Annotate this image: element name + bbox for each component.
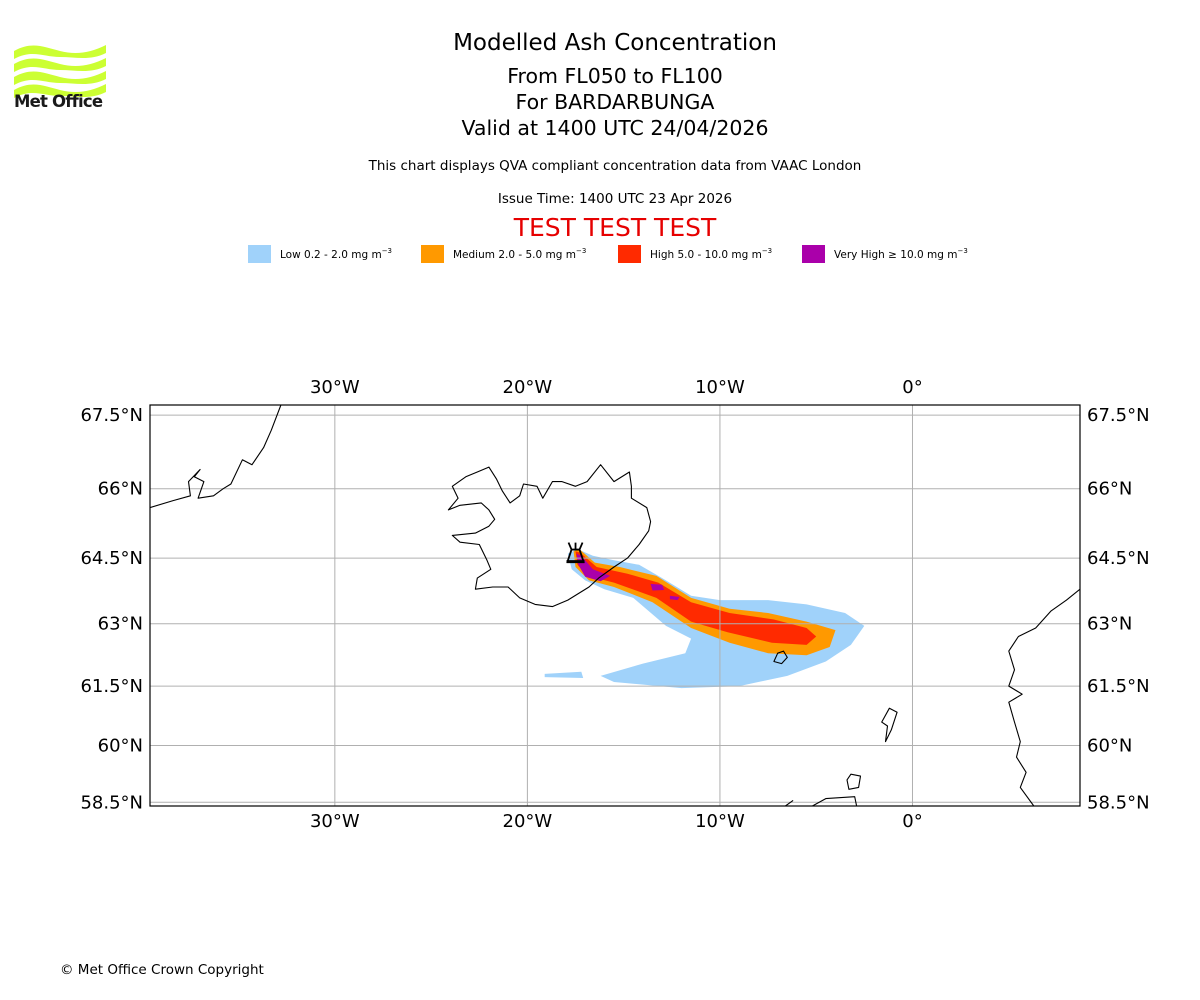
met-office-logo-icon: [14, 45, 106, 98]
chart-title: Modelled Ash Concentration: [453, 30, 777, 56]
coastline-iceland: [447, 464, 652, 608]
lat-label-right: 63°N: [1087, 614, 1132, 635]
legend-label-high: High 5.0 - 10.0 mg m−3: [650, 247, 773, 261]
legend-label-low: Low 0.2 - 2.0 mg m−3: [280, 247, 393, 261]
legend-swatch-high: [618, 245, 641, 263]
lat-label-right: 58.5°N: [1087, 792, 1150, 813]
map-frame: [149, 404, 1081, 807]
coastline-lewis: [785, 799, 794, 806]
coastline-faroes: [773, 650, 788, 665]
coastline-orkney: [846, 773, 862, 790]
volcano-name: For BARDARBUNGA: [515, 90, 715, 114]
coastline-scotland: [812, 796, 858, 806]
coastline-greenland: [150, 405, 282, 509]
lat-label-right: 60°N: [1087, 736, 1132, 757]
ash-layers: [544, 549, 865, 689]
valid-time: Valid at 1400 UTC 24/04/2026: [461, 116, 769, 140]
lat-label-left: 58.5°N: [80, 792, 143, 813]
lat-label-left: 66°N: [98, 479, 143, 500]
lat-label-right: 64.5°N: [1087, 548, 1150, 569]
copyright-notice: © Met Office Crown Copyright: [60, 962, 264, 978]
volcano-marker: [566, 542, 585, 564]
logo-wave: [14, 58, 106, 72]
lat-label-left: 63°N: [98, 614, 143, 635]
graticule: [150, 405, 1080, 806]
lat-label-left: 61.5°N: [80, 676, 143, 697]
lon-label-top: 30°W: [310, 377, 360, 398]
lon-label-top: 10°W: [695, 377, 745, 398]
legend-label-medium: Medium 2.0 - 5.0 mg m−3: [453, 247, 587, 261]
ash-area-very-high: [576, 553, 611, 582]
lat-label-left: 60°N: [98, 736, 143, 757]
coastline-shetland: [881, 707, 898, 743]
lon-label-bottom: 20°W: [503, 811, 553, 832]
legend-label-very-high: Very High ≥ 10.0 mg m−3: [834, 247, 968, 261]
lon-label-top: 0°: [902, 377, 922, 398]
ash-area-low: [544, 671, 584, 678]
lat-label-right: 67.5°N: [1087, 405, 1150, 426]
lon-label-bottom: 30°W: [310, 811, 360, 832]
met-office-logo-text: Met Office: [14, 92, 103, 111]
lon-label-bottom: 0°: [902, 811, 922, 832]
legend-swatch-medium: [421, 245, 444, 263]
lat-label-left: 67.5°N: [80, 405, 143, 426]
ash-area-very-high: [669, 595, 680, 601]
axis-labels: 30°W 30°W 20°W 20°W 10°W 10°W 0° 0° 67.5°N 67.5°N…: [80, 377, 1149, 832]
ash-area-very-high: [650, 583, 665, 591]
chart-description: This chart displays QVA compliant concen…: [368, 158, 862, 174]
logo-wave: [14, 71, 106, 85]
coastlines: [150, 405, 1080, 806]
lat-label-right: 61.5°N: [1087, 676, 1150, 697]
lat-label-left: 64.5°N: [80, 548, 143, 569]
logo-wave: [14, 84, 106, 98]
flight-level-range: From FL050 to FL100: [507, 64, 723, 88]
coastline-norway: [1008, 588, 1080, 806]
volcano-icon: [566, 542, 585, 563]
test-banner: TEST TEST TEST: [513, 213, 717, 242]
legend-swatch-low: [248, 245, 271, 263]
lon-label-top: 20°W: [503, 377, 553, 398]
legend-swatch-very-high: [802, 245, 825, 263]
ash-area-high: [575, 551, 817, 645]
logo-wave: [14, 45, 106, 59]
issue-time: Issue Time: 1400 UTC 23 Apr 2026: [497, 191, 733, 207]
lon-label-bottom: 10°W: [695, 811, 745, 832]
lat-label-right: 66°N: [1087, 479, 1132, 500]
